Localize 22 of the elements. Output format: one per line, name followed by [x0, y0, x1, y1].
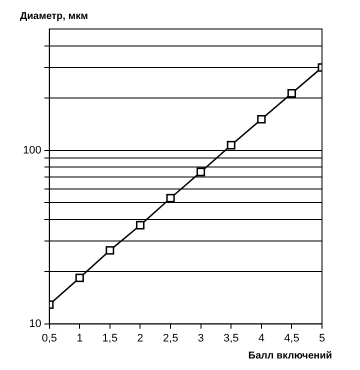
y-tick-label: 10	[29, 318, 42, 330]
x-tick-label: 4,5	[284, 332, 300, 344]
x-tick-label: 3	[198, 332, 204, 344]
x-tick-label: 1,5	[102, 332, 118, 344]
x-tick-label: 2,5	[162, 332, 178, 344]
x-tick-label: 1	[76, 332, 83, 344]
point	[75, 274, 84, 282]
x-axis-title: Балл включений	[248, 350, 332, 362]
y-axis-title: Диаметр, мкм	[20, 10, 88, 22]
point	[257, 114, 266, 124]
point	[106, 246, 114, 255]
point	[226, 140, 236, 150]
point	[166, 194, 175, 202]
point	[136, 220, 145, 230]
x-tick-label: 5	[318, 332, 326, 344]
x-tick-label: 3,5	[223, 332, 239, 344]
point	[196, 168, 206, 176]
y-tick-label: 100	[22, 144, 42, 156]
point	[287, 89, 296, 98]
x-tick-label: 4	[258, 332, 264, 344]
x-tick-label: 2	[137, 332, 144, 344]
x-tick-label: 0,5	[42, 332, 57, 344]
